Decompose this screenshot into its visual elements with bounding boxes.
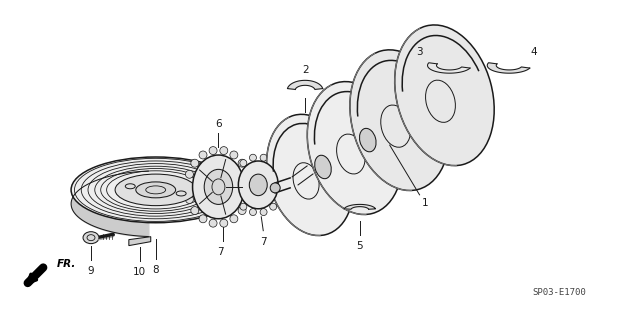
Text: 7: 7 [217, 247, 224, 256]
Ellipse shape [199, 215, 207, 223]
Ellipse shape [191, 159, 199, 167]
Ellipse shape [220, 147, 228, 155]
Ellipse shape [71, 157, 241, 223]
Ellipse shape [193, 155, 244, 219]
Polygon shape [344, 204, 376, 209]
Text: 6: 6 [215, 119, 221, 129]
Ellipse shape [230, 151, 238, 159]
Ellipse shape [260, 209, 267, 216]
Ellipse shape [315, 155, 332, 179]
Ellipse shape [269, 203, 276, 210]
Ellipse shape [260, 154, 267, 161]
Ellipse shape [307, 82, 403, 214]
Ellipse shape [191, 207, 199, 215]
Ellipse shape [243, 196, 252, 204]
Polygon shape [487, 63, 530, 73]
Ellipse shape [250, 154, 257, 161]
Text: 2: 2 [301, 65, 308, 75]
Ellipse shape [233, 194, 240, 200]
Polygon shape [428, 63, 470, 73]
Ellipse shape [243, 170, 252, 178]
Ellipse shape [186, 196, 193, 204]
Ellipse shape [245, 183, 253, 191]
Text: 8: 8 [152, 264, 159, 275]
Polygon shape [328, 148, 352, 167]
Text: 3: 3 [416, 48, 423, 57]
Ellipse shape [199, 151, 207, 159]
Polygon shape [129, 237, 151, 246]
Polygon shape [287, 80, 323, 89]
Ellipse shape [276, 169, 284, 176]
Text: 9: 9 [88, 265, 94, 276]
Ellipse shape [186, 170, 193, 178]
Ellipse shape [204, 169, 233, 204]
Ellipse shape [276, 194, 284, 200]
Polygon shape [275, 178, 290, 193]
Text: 4: 4 [531, 48, 538, 57]
Ellipse shape [240, 160, 247, 167]
Text: SP03-E1700: SP03-E1700 [532, 288, 586, 297]
Ellipse shape [240, 203, 247, 210]
Ellipse shape [238, 161, 278, 209]
Ellipse shape [278, 182, 285, 189]
Text: 7: 7 [260, 237, 267, 247]
Ellipse shape [360, 128, 376, 152]
Ellipse shape [83, 232, 99, 244]
Ellipse shape [231, 182, 238, 189]
Ellipse shape [115, 174, 196, 206]
Ellipse shape [230, 215, 238, 223]
Text: FR.: FR. [57, 258, 77, 269]
Ellipse shape [209, 147, 217, 155]
Ellipse shape [395, 25, 494, 166]
Polygon shape [292, 166, 313, 185]
Text: 1: 1 [422, 198, 428, 208]
Ellipse shape [250, 174, 268, 196]
Ellipse shape [403, 100, 420, 124]
Ellipse shape [269, 160, 276, 167]
Text: 10: 10 [133, 267, 147, 277]
Ellipse shape [136, 182, 175, 198]
Ellipse shape [238, 159, 246, 167]
Ellipse shape [220, 219, 228, 227]
Ellipse shape [350, 50, 449, 190]
Ellipse shape [209, 219, 217, 227]
Ellipse shape [270, 183, 280, 193]
Polygon shape [419, 93, 442, 113]
Polygon shape [375, 120, 400, 140]
Ellipse shape [250, 209, 257, 216]
Ellipse shape [184, 183, 191, 191]
Ellipse shape [238, 207, 246, 215]
Ellipse shape [267, 114, 353, 235]
Ellipse shape [233, 169, 240, 176]
Text: 5: 5 [356, 241, 363, 251]
